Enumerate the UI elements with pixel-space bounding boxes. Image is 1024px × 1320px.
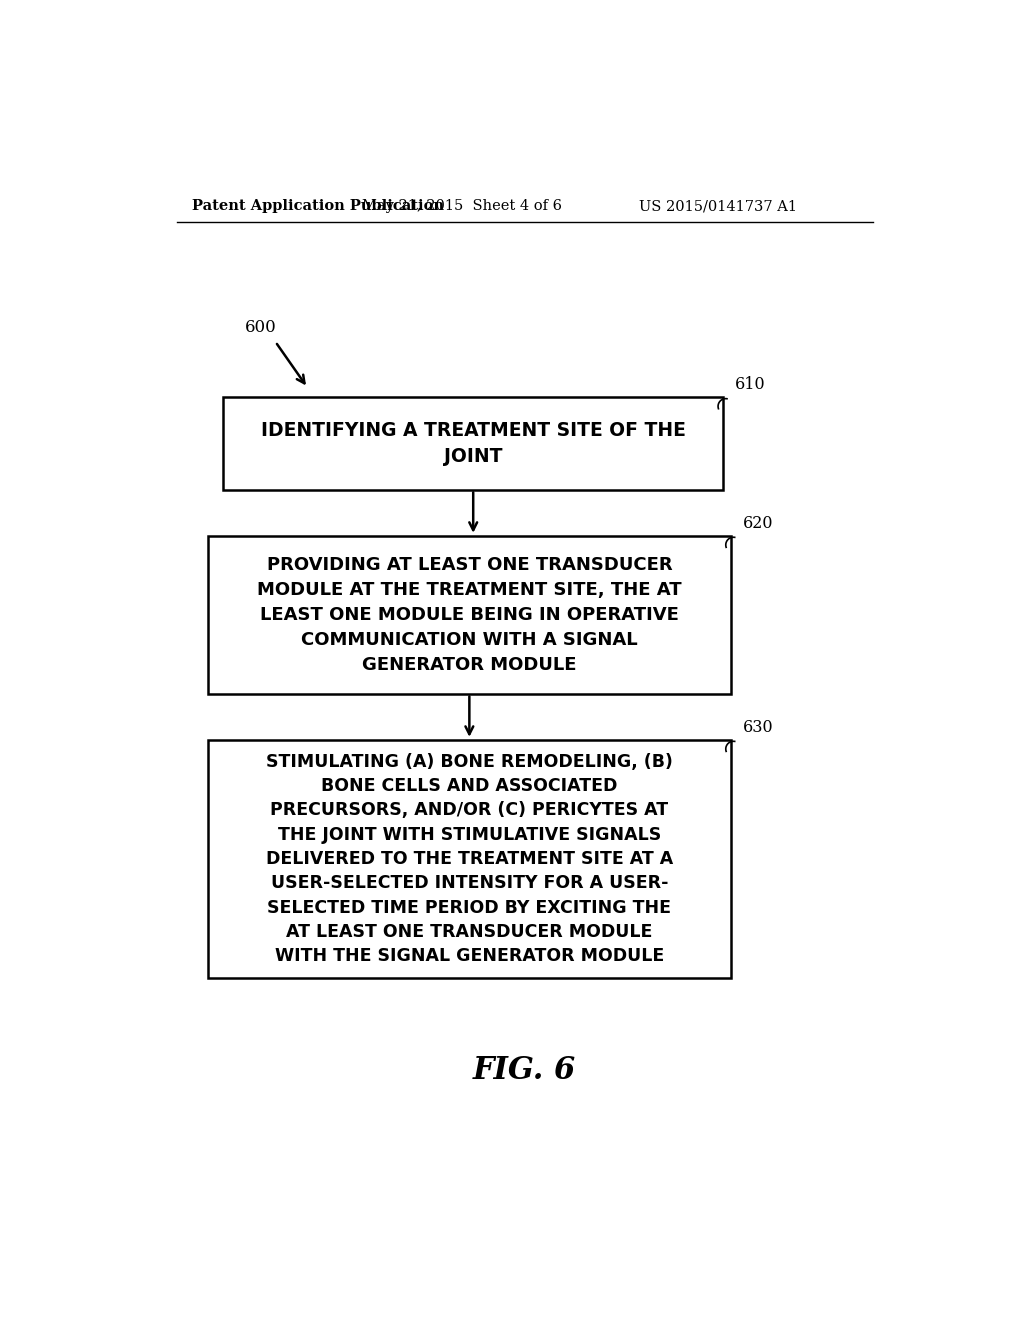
Text: 620: 620	[742, 515, 773, 532]
Text: May 21, 2015  Sheet 4 of 6: May 21, 2015 Sheet 4 of 6	[361, 199, 561, 213]
Text: Patent Application Publication: Patent Application Publication	[193, 199, 444, 213]
Text: IDENTIFYING A TREATMENT SITE OF THE
JOINT: IDENTIFYING A TREATMENT SITE OF THE JOIN…	[261, 421, 686, 466]
FancyBboxPatch shape	[223, 397, 724, 490]
Text: PROVIDING AT LEAST ONE TRANSDUCER
MODULE AT THE TREATMENT SITE, THE AT
LEAST ONE: PROVIDING AT LEAST ONE TRANSDUCER MODULE…	[257, 556, 682, 673]
Text: FIG. 6: FIG. 6	[473, 1056, 577, 1086]
Text: 600: 600	[245, 319, 276, 337]
Text: US 2015/0141737 A1: US 2015/0141737 A1	[639, 199, 797, 213]
Text: 630: 630	[742, 719, 773, 737]
FancyBboxPatch shape	[208, 739, 731, 978]
Text: STIMULATING (A) BONE REMODELING, (B)
BONE CELLS AND ASSOCIATED
PRECURSORS, AND/O: STIMULATING (A) BONE REMODELING, (B) BON…	[266, 752, 673, 965]
Text: 610: 610	[735, 376, 766, 393]
FancyBboxPatch shape	[208, 536, 731, 693]
